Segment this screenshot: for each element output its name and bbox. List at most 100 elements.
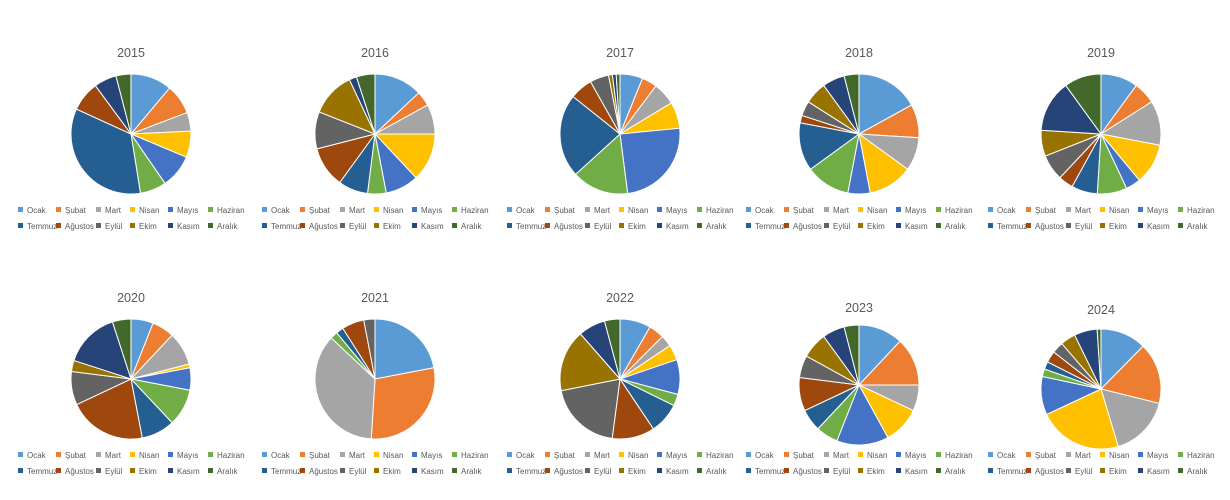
legend-item-mart: Mart [585, 206, 610, 216]
legend-item-agustos: Ağustos [56, 467, 94, 477]
legend-swatch [746, 223, 751, 228]
legend-label: Ağustos [793, 467, 822, 476]
pie-slice-subat [370, 367, 436, 440]
pie-chart-2024: 2024 Ocak Şubat Mart Nisan Mayıs Haziran Temmuz… [978, 245, 1224, 476]
legend-swatch [18, 207, 23, 212]
legend-item-mayis: Mayıs [412, 451, 442, 461]
legend-swatch [697, 223, 702, 228]
legend-swatch [585, 207, 590, 212]
legend-item-nisan: Nisan [619, 451, 648, 461]
pie-slice-mart [1100, 388, 1160, 448]
legend-label: Eylül [349, 467, 367, 476]
pie-svg [70, 318, 192, 440]
legend-item-aralik: Aralık [936, 222, 965, 232]
legend-item-haziran: Haziran [1178, 206, 1215, 216]
legend-swatch [936, 207, 941, 212]
legend-item-agustos: Ağustos [300, 222, 338, 232]
pie-slice-mayis [619, 127, 681, 195]
pie-chart-2016: 2016 Ocak Şubat Mart Nisan Mayıs Haziran Temmuz… [252, 0, 498, 231]
legend-item-mayis: Mayıs [168, 451, 198, 461]
legend-label: Aralık [461, 222, 482, 231]
legend-label: Nisan [867, 206, 888, 215]
legend-label: Haziran [217, 451, 245, 460]
legend-swatch [1138, 452, 1143, 457]
pie-svg [1040, 73, 1162, 195]
legend-item-eylul: Eylül [340, 222, 366, 232]
legend-item-ekim: Ekim [619, 467, 646, 477]
legend-label: Kasım [905, 222, 928, 231]
legend-label: Mart [594, 206, 610, 215]
legend-item-nisan: Nisan [1100, 451, 1129, 461]
legend-swatch [374, 223, 379, 228]
legend-item-mart: Mart [585, 451, 610, 461]
legend-label: Ağustos [793, 222, 822, 231]
legend-swatch [168, 207, 173, 212]
legend-label: Haziran [1187, 206, 1215, 215]
legend-label: Ocak [271, 206, 290, 215]
legend-item-mart: Mart [824, 451, 849, 461]
legend-label: Ekim [139, 222, 157, 231]
legend-swatch [988, 207, 993, 212]
legend-swatch [340, 223, 345, 228]
legend-swatch [130, 207, 135, 212]
legend-label: Ocak [516, 451, 535, 460]
legend-label: Eylül [1075, 467, 1093, 476]
chart-title: 2020 [117, 291, 145, 305]
pie-slice-eylul [560, 378, 621, 440]
legend-swatch [585, 452, 590, 457]
legend-item-eylul: Eylül [96, 222, 122, 232]
legend-label: Şubat [309, 206, 330, 215]
legend-label: Mart [349, 451, 365, 460]
legend-label: Mayıs [905, 451, 927, 460]
legend-swatch [208, 468, 213, 473]
legend-label: Nisan [1109, 451, 1130, 460]
legend-label: Şubat [1035, 451, 1056, 460]
pie-slice-temmuz [70, 108, 142, 195]
legend-swatch [1026, 468, 1031, 473]
legend-label: Şubat [65, 206, 86, 215]
pie-chart-2018: 2018 Ocak Şubat Mart Nisan Mayıs Haziran Temmuz… [736, 0, 982, 231]
legend-swatch [412, 207, 417, 212]
legend-item-subat: Şubat [545, 206, 575, 216]
legend-swatch [300, 207, 305, 212]
legend-label: Temmuz [27, 467, 58, 476]
legend-item-mayis: Mayıs [657, 206, 687, 216]
legend-swatch [507, 207, 512, 212]
pie-slice-aralik [843, 324, 860, 386]
legend-item-mart: Mart [1066, 451, 1091, 461]
legend-swatch [657, 452, 662, 457]
legend-swatch [858, 223, 863, 228]
legend-item-mart: Mart [340, 451, 365, 461]
legend-label: Ocak [27, 451, 46, 460]
legend-swatch [374, 468, 379, 473]
legend-label: Eylül [594, 467, 612, 476]
legend-label: Ocak [755, 451, 774, 460]
legend-swatch [988, 223, 993, 228]
legend-swatch [168, 452, 173, 457]
legend-item-nisan: Nisan [130, 206, 159, 216]
legend-label: Eylül [594, 222, 612, 231]
legend-swatch [824, 452, 829, 457]
legend-swatch [585, 223, 590, 228]
pie-slice-ocak [374, 318, 435, 380]
legend-label: Ağustos [1035, 467, 1064, 476]
legend-item-temmuz: Temmuz [507, 222, 546, 232]
legend-swatch [1100, 452, 1105, 457]
legend-item-kasim: Kasım [412, 222, 444, 232]
legend-label: Ocak [516, 206, 535, 215]
legend-swatch [300, 223, 305, 228]
pie-slice-haziran [574, 132, 629, 195]
legend-swatch [56, 223, 61, 228]
legend-swatch [1178, 468, 1183, 473]
legend-item-subat: Şubat [1026, 451, 1056, 461]
legend-swatch [746, 468, 751, 473]
legend-item-aralik: Aralık [697, 222, 726, 232]
legend-item-nisan: Nisan [858, 451, 887, 461]
legend-item-kasim: Kasım [1138, 222, 1170, 232]
legend-label: Kasım [1147, 467, 1170, 476]
legend-swatch [936, 452, 941, 457]
legend-swatch [412, 223, 417, 228]
pie-slice-aralik [111, 318, 132, 380]
legend-swatch [1138, 468, 1143, 473]
legend-swatch [96, 207, 101, 212]
